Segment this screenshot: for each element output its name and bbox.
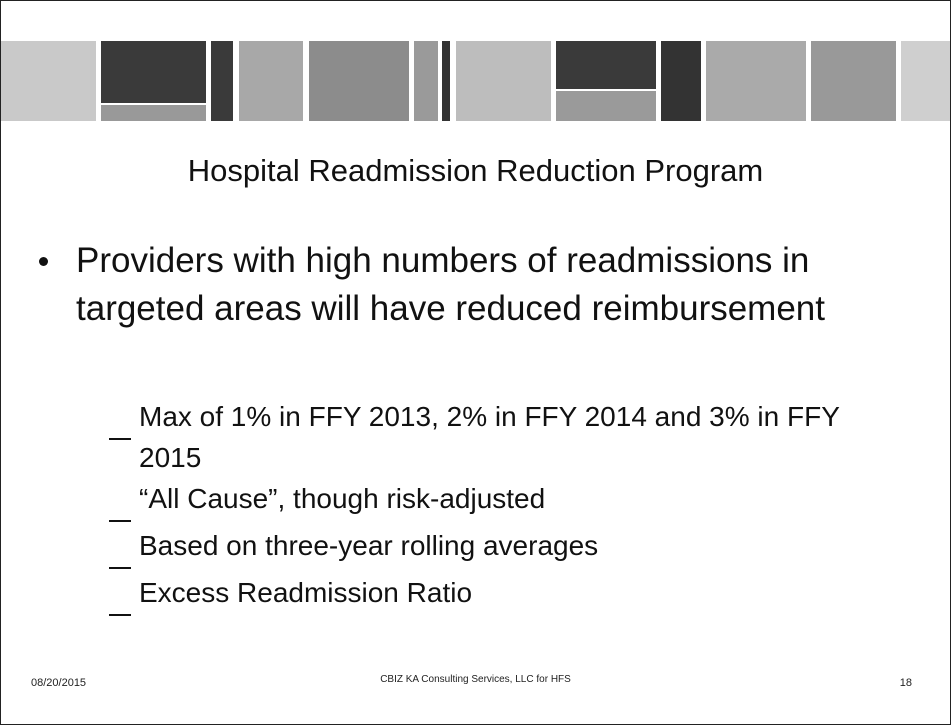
dark-block <box>442 41 450 121</box>
page-number: 18 <box>900 677 912 689</box>
grey-block <box>811 41 896 121</box>
bullet-text: Providers with high numbers of readmissi… <box>76 237 876 333</box>
photo-block <box>1 41 96 121</box>
sub-bullet-dash <box>109 520 131 522</box>
sub-bullet-text: Excess Readmission Ratio <box>139 572 909 613</box>
slide-title: Hospital Readmission Reduction Program <box>1 153 950 189</box>
footer-text: CBIZ KA Consulting Services, LLC for HFS <box>1 674 950 685</box>
grey-block <box>414 41 438 121</box>
grey-block <box>456 41 551 121</box>
photo-block <box>706 41 806 121</box>
slide: Hospital Readmission Reduction Program P… <box>0 0 951 725</box>
dark-block <box>661 41 701 121</box>
bullet-dot <box>39 257 48 266</box>
sub-bullet-dash <box>109 567 131 569</box>
grey-block <box>101 105 206 121</box>
dark-block <box>556 41 656 89</box>
dark-block <box>101 41 206 103</box>
photo-block <box>239 41 303 121</box>
sub-bullet-text: Max of 1% in FFY 2013, 2% in FFY 2014 an… <box>139 396 909 478</box>
sub-bullet-dash <box>109 438 131 440</box>
sub-bullet-dash <box>109 614 131 616</box>
photo-block <box>901 41 950 121</box>
sub-bullet-text: Based on three-year rolling averages <box>139 525 909 566</box>
photo-block <box>556 91 656 121</box>
photo-block <box>309 41 409 121</box>
dark-block <box>211 41 233 121</box>
sub-bullet-text: “All Cause”, though risk-adjusted <box>139 478 909 519</box>
